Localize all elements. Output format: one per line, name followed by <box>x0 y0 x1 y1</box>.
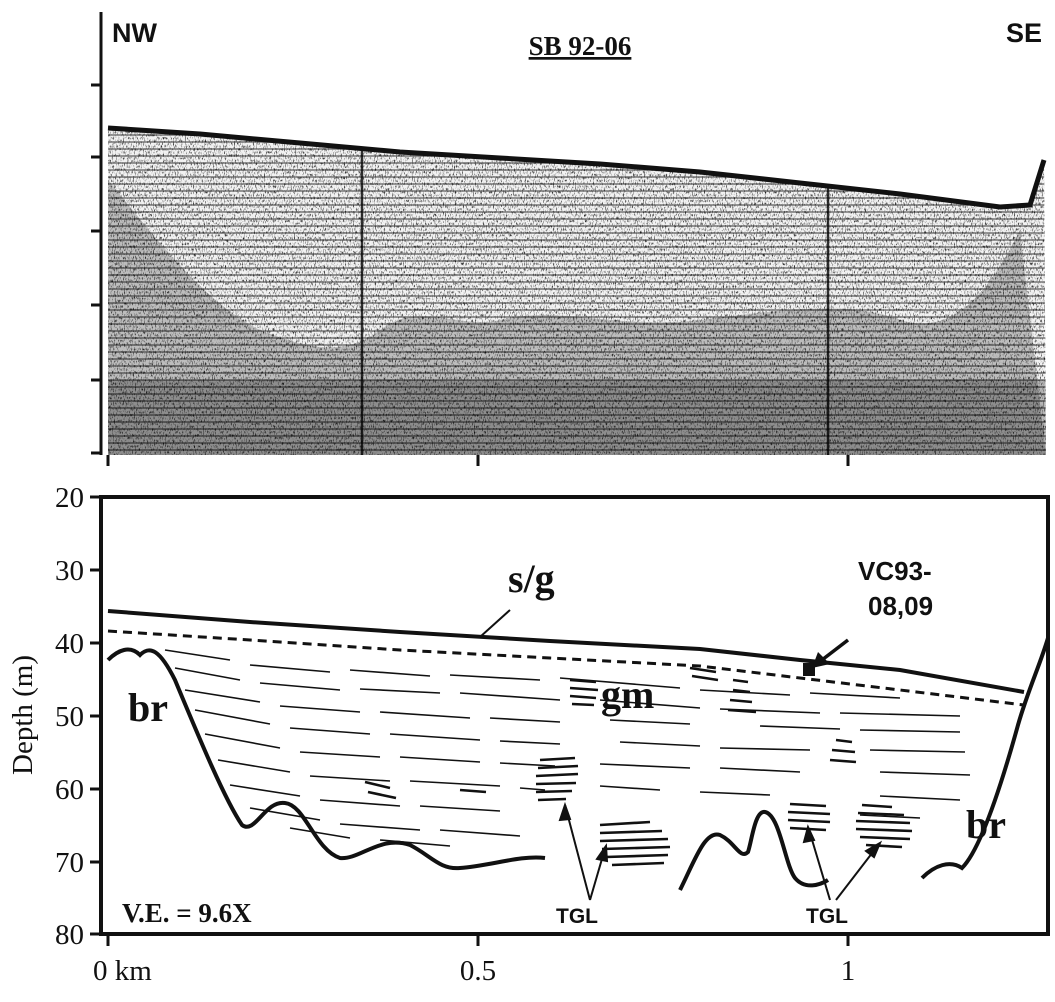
tgl-label-right: TGL <box>806 905 848 928</box>
bedrock-surface-left <box>106 647 546 871</box>
seismic-panel: NW SE SB 92-06 <box>91 12 1047 466</box>
core-location-marker <box>803 663 815 676</box>
seafloor-reflector <box>107 125 1047 210</box>
distance-tick: 1 <box>841 955 856 987</box>
se-label: SE <box>1006 18 1042 48</box>
bedrock-surface-right <box>920 637 1050 880</box>
tgl-lenses <box>364 666 913 867</box>
core-arrow <box>812 638 850 668</box>
depth-tick: 80 <box>55 919 84 951</box>
bedrock-label-right: br <box>966 802 1006 847</box>
sand-gravel-label: s/g <box>508 556 555 601</box>
sg-leader-line <box>479 609 511 638</box>
seismic-bottom-ticks <box>106 455 850 466</box>
depth-tick: 40 <box>55 628 84 660</box>
seismic-left-axis <box>91 12 103 455</box>
depth-tick: 50 <box>55 701 84 733</box>
depth-axis-label: Depth (m) <box>7 655 39 775</box>
distance-axis: 0 km 0.5 1 <box>93 934 855 987</box>
profile-title: SB 92-06 <box>529 31 632 61</box>
core-label-line2: 08,09 <box>868 591 933 621</box>
distance-tick: 0 km <box>93 955 152 987</box>
vertical-exaggeration-label: V.E. = 9.6X <box>122 898 252 928</box>
seafloor-line <box>107 609 1025 694</box>
bedrock-surface-center <box>678 810 830 891</box>
depth-tick: 20 <box>55 482 84 514</box>
depth-tick: 60 <box>55 774 84 806</box>
tgl-arrows-right <box>802 824 883 901</box>
distance-tick: 0.5 <box>460 955 496 987</box>
depth-tick: 70 <box>55 847 84 879</box>
glaciomarine-label: gm <box>601 672 654 717</box>
tgl-label-left: TGL <box>556 905 598 928</box>
bedrock-label-left: br <box>128 685 168 730</box>
sand-gravel-base-line <box>107 629 1025 707</box>
tgl-arrows-left <box>558 801 609 901</box>
depth-tick: 30 <box>55 555 84 587</box>
depth-axis: 20 30 40 50 60 70 80 Depth (m) <box>7 482 101 951</box>
glaciomarine-reflectors <box>164 649 971 847</box>
nw-label: NW <box>112 18 157 48</box>
interpretation-panel: 20 30 40 50 60 70 80 Depth (m) 0 km 0.5 … <box>7 482 1050 987</box>
core-label: VC93- <box>858 556 932 586</box>
seismic-reflection-data <box>108 128 1046 455</box>
